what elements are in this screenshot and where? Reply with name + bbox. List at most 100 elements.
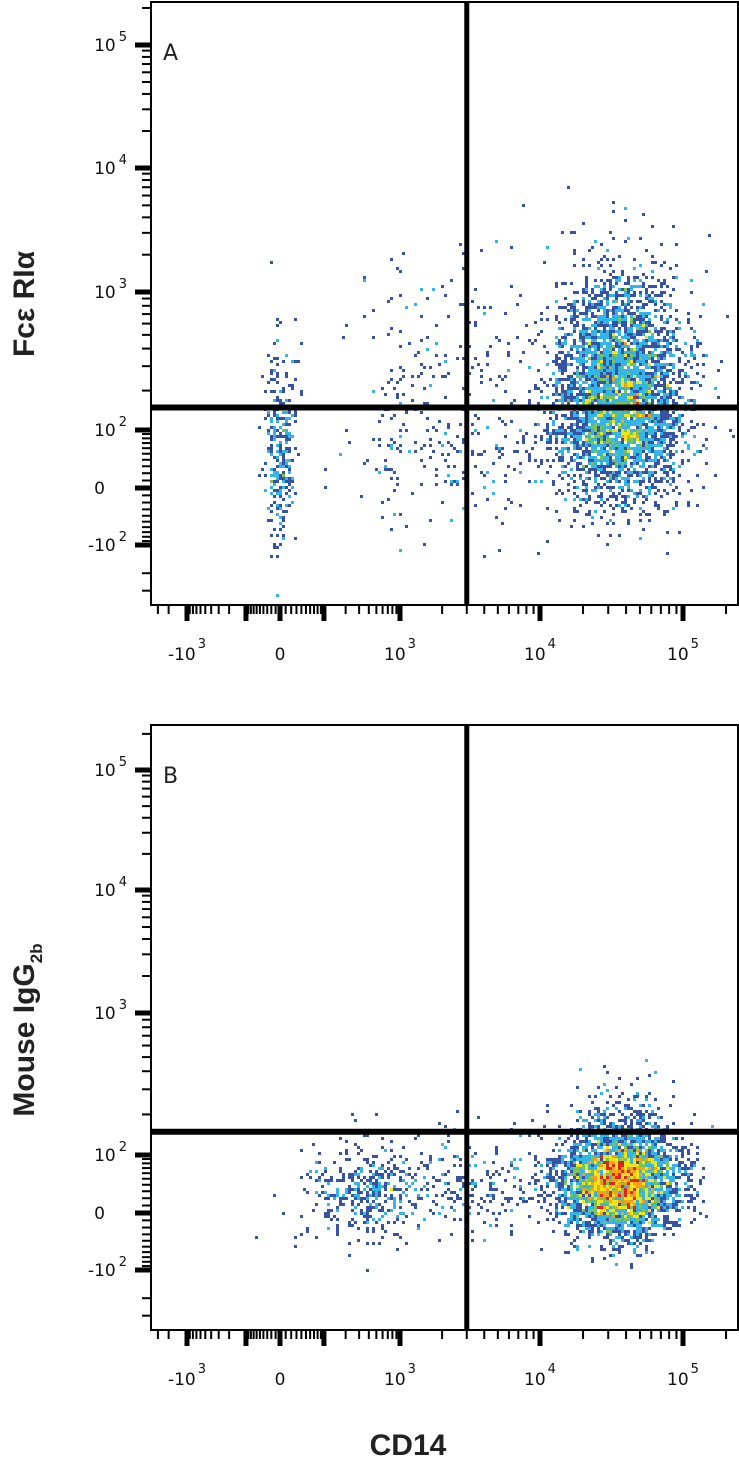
density-cell: [615, 471, 618, 474]
density-cell: [591, 444, 594, 447]
density-cell: [585, 1203, 588, 1206]
density-cell: [615, 1182, 618, 1185]
density-cell: [639, 453, 642, 456]
density-cell: [612, 339, 615, 342]
density-cell: [480, 249, 483, 252]
density-cell: [288, 417, 291, 420]
density-cell: [663, 1203, 666, 1206]
density-cell: [585, 351, 588, 354]
density-cell: [651, 372, 654, 375]
density-cell: [699, 1182, 702, 1185]
density-cell: [390, 1209, 393, 1212]
density-cell: [618, 435, 621, 438]
density-cell: [579, 1218, 582, 1221]
density-cell: [657, 1209, 660, 1212]
density-cell: [435, 468, 438, 471]
density-cell: [609, 387, 612, 390]
density-cell: [630, 378, 633, 381]
density-cell: [615, 477, 618, 480]
density-cell: [621, 1200, 624, 1203]
density-cell: [606, 354, 609, 357]
density-cell: [429, 366, 432, 369]
density-cell: [600, 1140, 603, 1143]
density-cell: [633, 285, 636, 288]
density-cell: [639, 306, 642, 309]
density-cell: [597, 1200, 600, 1203]
density-cell: [450, 279, 453, 282]
density-cell: [663, 384, 666, 387]
density-cell: [660, 294, 663, 297]
density-cell: [585, 489, 588, 492]
density-cell: [351, 1194, 354, 1197]
density-cell: [660, 291, 663, 294]
density-cell: [582, 258, 585, 261]
density-cell: [651, 450, 654, 453]
density-cell: [444, 1182, 447, 1185]
density-cell: [468, 1164, 471, 1167]
density-cell: [462, 357, 465, 360]
density-cell: [300, 1176, 303, 1179]
density-cell: [444, 1191, 447, 1194]
density-cell: [588, 1179, 591, 1182]
density-cell: [366, 1215, 369, 1218]
density-cell: [588, 1155, 591, 1158]
density-cell: [642, 324, 645, 327]
density-cell: [570, 393, 573, 396]
density-cell: [594, 342, 597, 345]
density-cell: [573, 444, 576, 447]
density-cell: [645, 471, 648, 474]
density-cell: [573, 342, 576, 345]
density-cell: [294, 447, 297, 450]
density-cell: [609, 393, 612, 396]
density-cell: [687, 1206, 690, 1209]
density-cell: [636, 354, 639, 357]
density-cell: [627, 375, 630, 378]
density-cell: [645, 414, 648, 417]
density-cell: [654, 375, 657, 378]
density-cell: [591, 1116, 594, 1119]
density-cell: [627, 363, 630, 366]
density-cell: [633, 1251, 636, 1254]
density-cell: [609, 279, 612, 282]
density-cell: [612, 1197, 615, 1200]
density-cell: [351, 1209, 354, 1212]
density-cell: [600, 345, 603, 348]
density-cell: [534, 441, 537, 444]
density-cell: [582, 525, 585, 528]
density-cell: [561, 402, 564, 405]
density-cell: [654, 303, 657, 306]
density-cell: [603, 402, 606, 405]
density-cell: [597, 261, 600, 264]
density-cell: [306, 1227, 309, 1230]
density-cell: [579, 1161, 582, 1164]
density-cell: [666, 342, 669, 345]
density-cell: [582, 333, 585, 336]
density-cell: [639, 393, 642, 396]
density-cell: [666, 339, 669, 342]
density-cell: [615, 372, 618, 375]
density-cell: [612, 492, 615, 495]
density-cell: [354, 1170, 357, 1173]
density-cell: [627, 1149, 630, 1152]
density-cell: [606, 1179, 609, 1182]
density-cell: [585, 1134, 588, 1137]
density-cell: [585, 342, 588, 345]
density-cell: [651, 384, 654, 387]
density-cell: [630, 351, 633, 354]
density-cell: [630, 336, 633, 339]
density-cell: [648, 1197, 651, 1200]
density-cell: [600, 363, 603, 366]
density-cell: [591, 468, 594, 471]
density-cell: [603, 411, 606, 414]
density-cell: [663, 456, 666, 459]
density-cell: [561, 372, 564, 375]
density-cell: [615, 465, 618, 468]
density-cell: [663, 366, 666, 369]
density-cell: [636, 360, 639, 363]
density-cell: [594, 456, 597, 459]
density-cell: [513, 1176, 516, 1179]
density-cell: [618, 306, 621, 309]
density-cell: [588, 1176, 591, 1179]
density-cell: [696, 474, 699, 477]
density-cell: [654, 417, 657, 420]
